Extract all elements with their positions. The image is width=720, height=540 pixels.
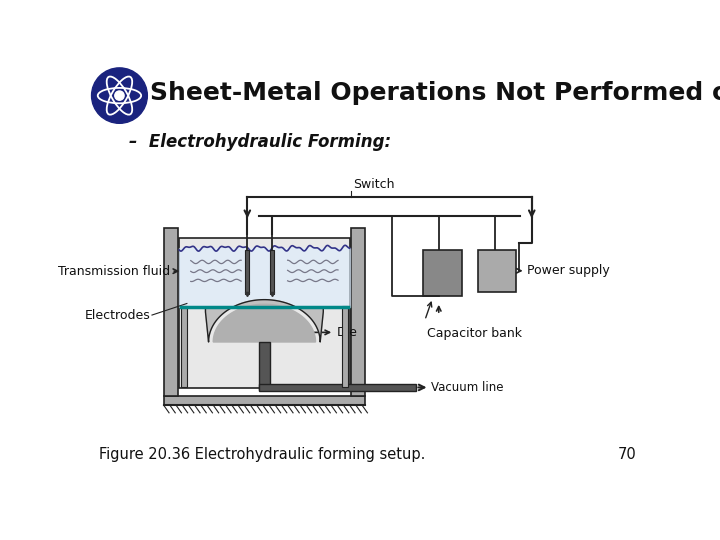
Circle shape — [114, 91, 124, 100]
Bar — [423, 249, 462, 296]
Text: –  Electrohydraulic Forming:: – Electrohydraulic Forming: — [129, 133, 391, 151]
Text: Die: Die — [336, 326, 357, 339]
Polygon shape — [213, 304, 315, 342]
Bar — [477, 249, 516, 292]
Text: Transmission fluid: Transmission fluid — [58, 265, 170, 278]
Text: Electrodes: Electrodes — [85, 308, 150, 321]
Bar — [259, 342, 270, 390]
Text: 70: 70 — [618, 447, 636, 462]
Bar — [351, 228, 365, 396]
Bar — [181, 306, 187, 387]
Text: Switch: Switch — [354, 178, 395, 191]
Text: Capacitor bank: Capacitor bank — [427, 327, 522, 340]
Text: Sheet-Metal Operations Not Performed on Presses: Sheet-Metal Operations Not Performed on … — [150, 82, 720, 105]
Bar — [270, 251, 274, 294]
Ellipse shape — [91, 68, 148, 123]
Text: Power supply: Power supply — [527, 264, 610, 277]
Bar — [179, 238, 350, 388]
Polygon shape — [179, 248, 350, 307]
Bar — [163, 396, 365, 405]
Bar — [342, 306, 348, 387]
Polygon shape — [205, 300, 323, 342]
Bar — [246, 251, 249, 294]
Bar — [163, 228, 178, 396]
Bar — [259, 384, 415, 390]
Text: Figure 20.36 Electrohydraulic forming setup.: Figure 20.36 Electrohydraulic forming se… — [99, 447, 426, 462]
Text: Vacuum line: Vacuum line — [431, 381, 503, 394]
